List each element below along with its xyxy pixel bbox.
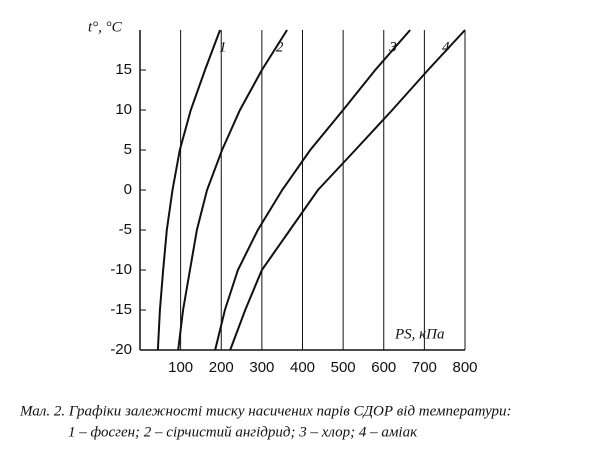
y-tick-label: 5: [124, 141, 132, 158]
x-tick-label: 500: [331, 359, 356, 376]
x-tick-label: 100: [168, 359, 193, 376]
x-axis-label: PS, кПа: [394, 326, 445, 342]
curve: [214, 29, 411, 351]
curve: [229, 29, 466, 351]
curve-label: 3: [388, 39, 397, 55]
y-axis-label: t°, °C: [88, 19, 123, 35]
x-tick-label: 800: [452, 359, 477, 376]
curve-label: 2: [276, 39, 284, 55]
curve: [177, 29, 288, 351]
x-tick-label: 200: [209, 359, 234, 376]
caption-line: Мал. 2. Графіки залежності тиску насичен…: [19, 403, 512, 419]
y-tick-label: 0: [124, 181, 132, 198]
y-tick-label: 15: [115, 61, 132, 78]
y-tick-label: 10: [115, 101, 132, 118]
y-tick-label: -5: [119, 221, 132, 238]
y-tick-label: -10: [110, 261, 132, 278]
y-tick-label: -20: [110, 341, 132, 358]
x-tick-label: 600: [371, 359, 396, 376]
curve-label: 4: [442, 39, 450, 55]
x-tick-label: 700: [412, 359, 437, 376]
curve: [156, 29, 221, 351]
curve-label: 1: [219, 39, 227, 55]
x-tick-label: 400: [290, 359, 315, 376]
y-tick-label: -15: [110, 301, 132, 318]
caption-line: 1 – фосген; 2 – сірчистий ангідрид; 3 – …: [68, 424, 418, 440]
x-tick-label: 300: [249, 359, 274, 376]
